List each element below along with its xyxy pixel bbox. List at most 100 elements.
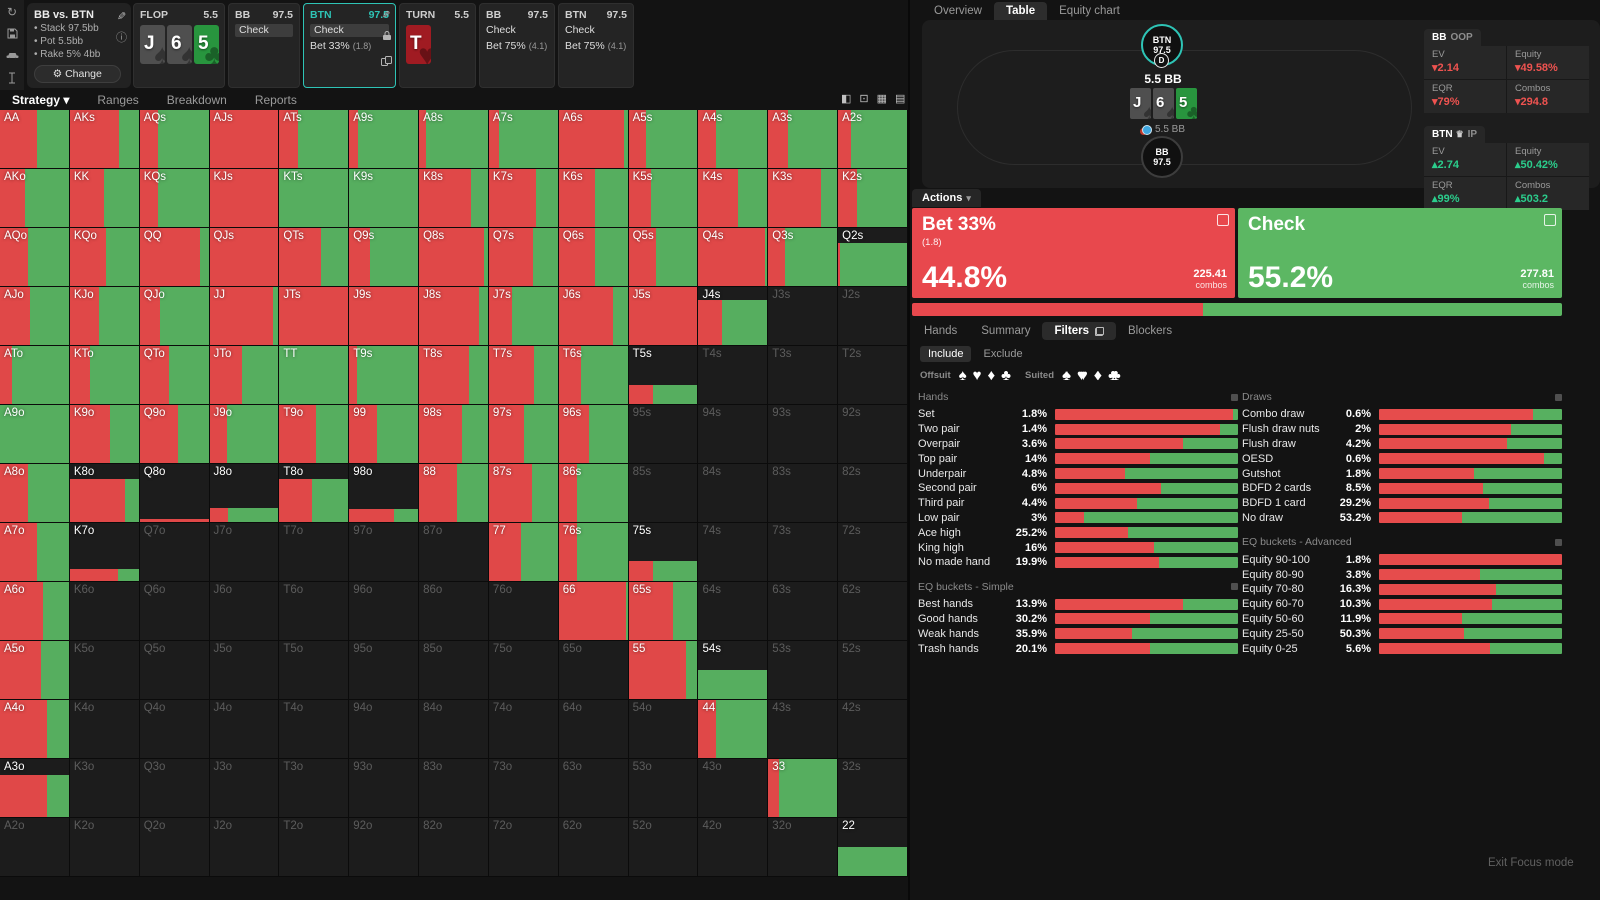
matrix-cell-J9s[interactable]: J9s [349,287,420,346]
filter-row-combo-draw[interactable]: Combo draw 0.6% [1242,407,1562,422]
matrix-cell-J5s[interactable]: J5s [628,287,699,346]
filter-row-top-pair[interactable]: Top pair 14% [918,451,1238,466]
matrix-cell-T7o[interactable]: T7o [279,523,350,582]
action-node-btn-5[interactable]: BTN 97.5 Check Bet 75% (4.1) [558,3,634,88]
matrix-cell-87o[interactable]: 87o [419,523,489,582]
matrix-cell-K6o[interactable]: K6o [69,582,140,641]
tab-equity-chart[interactable]: Equity chart [1059,5,1120,17]
matrix-cell-Q6o[interactable]: Q6o [139,582,210,641]
matrix-cell-52s[interactable]: 52s [838,641,908,700]
matrix-cell-76o[interactable]: 76o [488,582,559,641]
action-option[interactable]: Bet 33% (1.8) [310,40,372,52]
matrix-cell-99[interactable]: 99 [349,405,420,464]
matrix-cell-85o[interactable]: 85o [419,641,489,700]
matrix-cell-J2s[interactable]: J2s [838,287,908,346]
matrix-cell-A9s[interactable]: A9s [349,110,420,169]
matrix-cell-55[interactable]: 55 [628,641,699,700]
matrix-cell-Q4s[interactable]: Q4s [698,228,769,287]
filter-row-equity-60-70[interactable]: Equity 60-70 10.3% [1242,597,1562,612]
matrix-cell-KJo[interactable]: KJo [69,287,140,346]
matrix-cell-92o[interactable]: 92o [349,818,420,877]
action-option[interactable]: Bet 75% (4.1) [486,40,548,52]
matrix-cell-Q6s[interactable]: Q6s [558,228,629,287]
matrix-cell-86s[interactable]: 86s [558,464,629,523]
section-checkbox[interactable] [1555,538,1562,546]
matrix-cell-93s[interactable]: 93s [768,405,839,464]
action-option[interactable]: Check [565,24,595,36]
toggle-include[interactable]: Include [920,346,972,362]
matrix-cell-T3s[interactable]: T3s [768,346,839,405]
matrix-cell-A8o[interactable]: A8o [0,464,70,523]
filter-row-second-pair[interactable]: Second pair 6% [918,481,1238,496]
matrix-cell-J8s[interactable]: J8s [419,287,489,346]
matrix-cell-Q4o[interactable]: Q4o [139,700,210,759]
matrix-cell-Q8s[interactable]: Q8s [419,228,489,287]
reset-icon[interactable]: ↻ [6,5,18,19]
heart-suited-icon[interactable]: ♥♥ [1076,367,1087,384]
matrix-cell-T2s[interactable]: T2s [838,346,908,405]
matrix-cell-82o[interactable]: 82o [419,818,489,877]
matrix-cell-98s[interactable]: 98s [419,405,489,464]
matrix-cell-75s[interactable]: 75s [628,523,699,582]
matrix-cell-JTo[interactable]: JTo [209,346,280,405]
matrix-cell-73o[interactable]: 73o [488,759,559,818]
edit-pencil-icon[interactable]: ✎ [116,11,126,23]
filter-row-low-pair[interactable]: Low pair 3% [918,511,1238,526]
matrix-cell-AJs[interactable]: AJs [209,110,280,169]
matrix-cell-Q2s[interactable]: Q2s [838,228,908,287]
matrix-cell-94s[interactable]: 94s [698,405,769,464]
matrix-cell-JTs[interactable]: JTs [279,287,350,346]
matrix-cell-66[interactable]: 66 [558,582,629,641]
toggle-exclude[interactable]: Exclude [983,348,1023,360]
range-popout-icon[interactable] [1544,214,1556,226]
filter-row-flush-draw[interactable]: Flush draw 4.2% [1242,437,1562,452]
matrix-cell-AKs[interactable]: AKs [69,110,140,169]
matrix-cell-T9o[interactable]: T9o [279,405,350,464]
list-icon[interactable]: ▤ [895,93,906,105]
filter-row-bdfd-1-card[interactable]: BDFD 1 card 29.2% [1242,496,1562,511]
matrix-cell-43o[interactable]: 43o [698,759,769,818]
matrix-cell-T4s[interactable]: T4s [698,346,769,405]
matrix-cell-J7s[interactable]: J7s [488,287,559,346]
matrix-cell-32o[interactable]: 32o [768,818,839,877]
matrix-cell-84s[interactable]: 84s [698,464,769,523]
matrix-cell-K4o[interactable]: K4o [69,700,140,759]
matrix-cell-A3s[interactable]: A3s [768,110,839,169]
range-cards-icon[interactable] [381,53,392,71]
matrix-cell-44[interactable]: 44 [698,700,769,759]
matrix-cell-74o[interactable]: 74o [488,700,559,759]
matrix-cell-T8o[interactable]: T8o [279,464,350,523]
action-option[interactable]: Check [486,24,516,36]
matrix-cell-A9o[interactable]: A9o [0,405,70,464]
matrix-cell-J5o[interactable]: J5o [209,641,280,700]
matrix-cell-A5s[interactable]: A5s [628,110,699,169]
matrix-cell-T6s[interactable]: T6s [558,346,629,405]
matrix-cell-AQs[interactable]: AQs [139,110,210,169]
matrix-cell-T4o[interactable]: T4o [279,700,350,759]
matrix-cell-63s[interactable]: 63s [768,582,839,641]
filter-row-trash-hands[interactable]: Trash hands 20.1% [918,641,1238,656]
filter-row-good-hands[interactable]: Good hands 30.2% [918,612,1238,627]
filter-row-oesd[interactable]: OESD 0.6% [1242,451,1562,466]
filter-row-king-high[interactable]: King high 16% [918,540,1238,555]
matrix-cell-95s[interactable]: 95s [628,405,699,464]
matrix-cell-T8s[interactable]: T8s [419,346,489,405]
matrix-cell-53s[interactable]: 53s [768,641,839,700]
grid-icon[interactable]: ▦ [876,93,888,105]
matrix-cell-33[interactable]: 33 [768,759,839,818]
matrix-cell-96s[interactable]: 96s [558,405,629,464]
matrix-cell-53o[interactable]: 53o [628,759,699,818]
matrix-cell-97o[interactable]: 97o [349,523,420,582]
matrix-cell-97s[interactable]: 97s [488,405,559,464]
tab-reports[interactable]: Reports [254,93,297,107]
ibeam-icon[interactable] [7,72,17,85]
matrix-cell-82s[interactable]: 82s [838,464,908,523]
matrix-cell-Q3s[interactable]: Q3s [768,228,839,287]
filter-row-equity-90-100[interactable]: Equity 90-100 1.8% [1242,552,1562,567]
matrix-cell-95o[interactable]: 95o [349,641,420,700]
matrix-cell-KQo[interactable]: KQo [69,228,140,287]
matrix-cell-K3o[interactable]: K3o [69,759,140,818]
matrix-cell-KQs[interactable]: KQs [139,169,210,228]
filter-row-equity-25-50[interactable]: Equity 25-50 50.3% [1242,626,1562,641]
action-node-bb-1[interactable]: BB 97.5 Check [228,3,300,88]
